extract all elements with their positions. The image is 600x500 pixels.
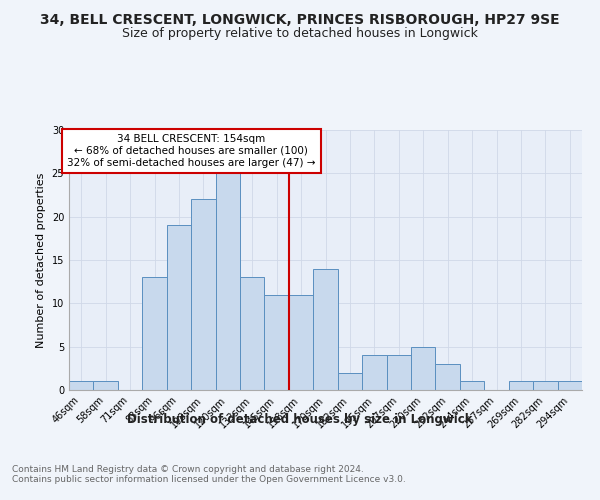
Bar: [69, 382, 94, 390]
Bar: [313, 268, 338, 390]
Bar: [460, 382, 484, 390]
Bar: [338, 372, 362, 390]
Bar: [557, 382, 582, 390]
Bar: [94, 382, 118, 390]
Bar: [215, 174, 240, 390]
Text: Contains HM Land Registry data © Crown copyright and database right 2024.
Contai: Contains HM Land Registry data © Crown c…: [12, 465, 406, 484]
Bar: [411, 346, 436, 390]
Bar: [240, 278, 265, 390]
Bar: [362, 356, 386, 390]
Bar: [191, 200, 215, 390]
Bar: [167, 226, 191, 390]
Bar: [509, 382, 533, 390]
Text: Distribution of detached houses by size in Longwick: Distribution of detached houses by size …: [127, 412, 473, 426]
Y-axis label: Number of detached properties: Number of detached properties: [36, 172, 46, 348]
Bar: [436, 364, 460, 390]
Text: 34 BELL CRESCENT: 154sqm
← 68% of detached houses are smaller (100)
32% of semi-: 34 BELL CRESCENT: 154sqm ← 68% of detach…: [67, 134, 316, 168]
Bar: [265, 294, 289, 390]
Bar: [289, 294, 313, 390]
Text: 34, BELL CRESCENT, LONGWICK, PRINCES RISBOROUGH, HP27 9SE: 34, BELL CRESCENT, LONGWICK, PRINCES RIS…: [40, 12, 560, 26]
Bar: [533, 382, 557, 390]
Bar: [142, 278, 167, 390]
Text: Size of property relative to detached houses in Longwick: Size of property relative to detached ho…: [122, 28, 478, 40]
Bar: [386, 356, 411, 390]
